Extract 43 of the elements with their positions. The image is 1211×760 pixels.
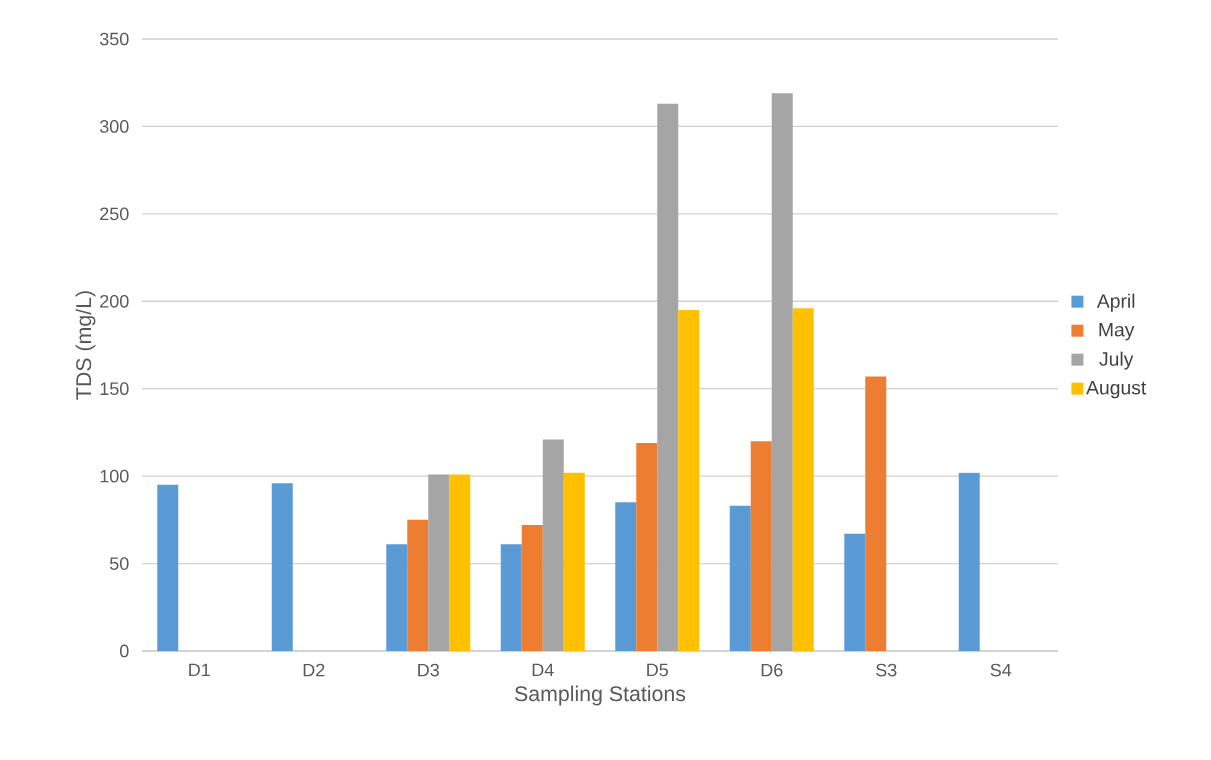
- bar: [521, 525, 543, 651]
- bar: [386, 544, 408, 651]
- bar: [542, 439, 564, 651]
- y-tick-label: 50: [109, 557, 129, 570]
- y-tick-label: 300: [99, 120, 129, 133]
- bar: [615, 502, 637, 651]
- bar: [657, 103, 679, 651]
- y-tick-label: 250: [100, 207, 129, 221]
- x-tick-label: D3: [418, 663, 439, 677]
- bar: [500, 544, 522, 651]
- bar: [157, 484, 179, 651]
- x-tick-label: D2: [303, 663, 325, 677]
- bar: [407, 519, 429, 651]
- x-tick-label: D5: [647, 663, 669, 677]
- bar: [844, 533, 866, 651]
- bar: [428, 474, 450, 651]
- legend-label: August: [1086, 381, 1147, 399]
- bar: [865, 376, 887, 651]
- bar: [636, 442, 658, 651]
- bar: [729, 505, 751, 651]
- y-tick-label: 0: [120, 644, 129, 658]
- x-tick-label: S4: [990, 663, 1012, 677]
- bar: [563, 472, 585, 651]
- legend-label: April: [1096, 293, 1135, 312]
- legend-label: July: [1099, 351, 1134, 370]
- bar: [750, 441, 772, 651]
- y-tick-label: 150: [100, 382, 129, 396]
- bar: [771, 93, 793, 651]
- bar: [792, 308, 814, 651]
- x-tick-label: S3: [876, 663, 897, 677]
- bar: [271, 483, 293, 651]
- y-tick-label: 200: [100, 294, 129, 308]
- legend-label: May: [1099, 323, 1135, 341]
- x-tick-label: D1: [189, 663, 210, 677]
- y-axis-title: TDS (mg/L): [75, 291, 96, 400]
- bar: [449, 474, 471, 651]
- x-tick-label: D6: [761, 663, 783, 677]
- bar: [958, 472, 980, 651]
- y-tick-label: 100: [100, 469, 129, 483]
- bar: [678, 310, 700, 651]
- x-axis-title: Sampling Stations: [514, 685, 686, 706]
- x-tick-label: D4: [532, 663, 554, 677]
- y-tick-label: 350: [99, 32, 129, 46]
